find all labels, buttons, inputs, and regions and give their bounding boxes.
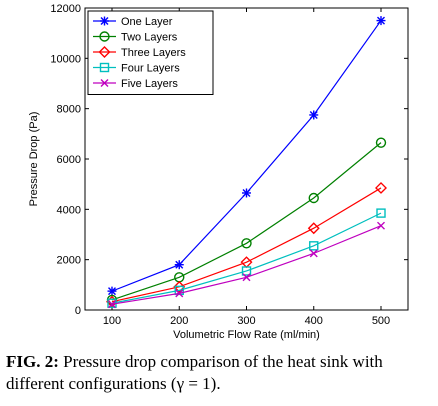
legend-item-two-layers: Two Layers xyxy=(93,31,178,44)
legend-marker xyxy=(100,79,109,87)
legend-label: Four Layers xyxy=(121,63,180,75)
diamond-marker-shape xyxy=(173,280,186,293)
legend-marker xyxy=(99,62,110,73)
data-point-three-layers xyxy=(375,181,387,194)
data-point-one-layer xyxy=(242,188,251,198)
legend-label: Two Layers xyxy=(121,32,178,44)
square-marker-shape xyxy=(99,62,110,73)
y-tick-label: 0 xyxy=(75,305,81,317)
data-point-one-layer xyxy=(309,110,319,120)
data-point-five-layers xyxy=(309,249,318,258)
series-four-layers xyxy=(107,208,386,308)
x-tick-label: 100 xyxy=(103,315,121,327)
y-tick-label: 6000 xyxy=(57,154,81,166)
data-point-two-layers xyxy=(241,238,252,249)
legend-label: Five Layers xyxy=(121,78,178,90)
data-point-one-layer xyxy=(174,260,184,270)
series-line-two-layers xyxy=(111,142,382,301)
data-point-three-layers xyxy=(173,280,186,293)
legend-label: Three Layers xyxy=(121,47,186,59)
star-marker-stroke xyxy=(309,110,318,119)
circle-marker-shape xyxy=(241,238,252,249)
legend-item-three-layers: Three Layers xyxy=(93,46,186,59)
square-marker-shape xyxy=(241,266,252,276)
x-marker-stroke xyxy=(309,249,318,258)
legend-item-five-layers: Five Layers xyxy=(93,78,178,90)
series-five-layers xyxy=(108,221,385,309)
star-marker-stroke xyxy=(100,17,109,25)
square-marker-shape xyxy=(309,241,319,251)
figure-caption-text: Pressure drop comparison of the heat sin… xyxy=(6,352,383,393)
y-tick-label: 8000 xyxy=(57,104,81,116)
legend-label: One Layer xyxy=(121,16,173,28)
figure-caption: FIG. 2: Pressure drop comparison of the … xyxy=(6,351,434,395)
legend-marker xyxy=(100,16,109,26)
circle-marker-shape xyxy=(308,192,319,204)
series-two-layers xyxy=(106,137,387,306)
data-point-five-layers xyxy=(242,273,251,282)
data-point-one-layer xyxy=(107,286,117,296)
series-line-three-layers xyxy=(111,187,382,303)
data-point-three-layers xyxy=(307,222,320,235)
y-tick-label: 12000 xyxy=(50,3,81,15)
legend-marker xyxy=(98,46,111,58)
x-tick-label: 400 xyxy=(305,315,323,327)
star-marker-stroke xyxy=(377,16,385,25)
star-marker-stroke xyxy=(175,260,184,269)
y-tick-label: 4000 xyxy=(57,204,81,216)
data-point-five-layers xyxy=(175,289,184,298)
y-axis-label: Pressure Drop (Pa) xyxy=(28,112,40,207)
square-marker-shape xyxy=(376,208,386,218)
x-marker-stroke xyxy=(175,289,184,298)
data-point-four-layers xyxy=(241,266,252,276)
data-point-one-layer xyxy=(376,16,386,26)
data-point-four-layers xyxy=(309,241,319,251)
x-tick-label: 300 xyxy=(237,315,255,327)
x-marker-stroke xyxy=(242,273,251,282)
x-marker-stroke xyxy=(377,221,385,230)
circle-marker-shape xyxy=(99,31,110,42)
circle-marker-shape xyxy=(375,137,387,148)
star-marker-stroke xyxy=(242,188,251,197)
legend-item-one-layer: One Layer xyxy=(93,16,173,28)
legend: One Layer Two Layers Three Layers Four Laye… xyxy=(87,10,214,95)
plot-area: 100 200 300 400 500 0 2000 4000 6000 8000 10000 120… xyxy=(50,3,409,327)
y-tick-label: 10000 xyxy=(50,53,81,65)
y-tick-label: 2000 xyxy=(57,255,81,267)
data-point-two-layers xyxy=(375,137,387,148)
legend-item-four-layers: Four Layers xyxy=(93,63,180,75)
diamond-marker-shape xyxy=(98,46,111,58)
x-marker-stroke xyxy=(108,300,116,309)
x-tick-label: 200 xyxy=(170,315,188,327)
figure-caption-label: FIG. 2: xyxy=(6,352,59,371)
series-one-layer xyxy=(107,16,386,296)
x-axis-label: Volumetric Flow Rate (ml/min) xyxy=(173,329,320,341)
series-line-four-layers xyxy=(111,212,382,304)
data-point-four-layers xyxy=(376,208,386,218)
data-point-five-layers xyxy=(108,300,116,309)
star-marker-stroke xyxy=(108,287,116,296)
pressure-drop-chart: 100 200 300 400 500 0 2000 4000 6000 8000 10000 120… xyxy=(28,3,409,341)
legend-marker xyxy=(99,31,110,42)
data-point-five-layers xyxy=(377,221,385,230)
diamond-marker-shape xyxy=(375,181,387,194)
diamond-marker-shape xyxy=(307,222,320,235)
data-point-two-layers xyxy=(308,192,319,204)
x-tick-label: 500 xyxy=(372,315,390,327)
x-marker-stroke xyxy=(100,79,109,87)
